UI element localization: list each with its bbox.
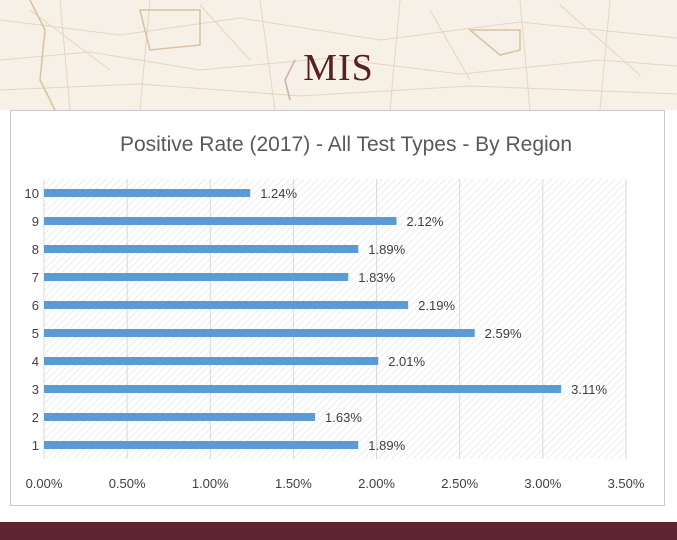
data-label: 1.83% xyxy=(358,270,395,285)
x-tick-label: 3.00% xyxy=(524,476,561,491)
category-label: 6 xyxy=(32,298,39,313)
category-label: 7 xyxy=(32,270,39,285)
category-label: 9 xyxy=(32,214,39,229)
bar-region-10 xyxy=(44,189,251,197)
footer-bar xyxy=(0,522,677,540)
category-label: 2 xyxy=(32,410,39,425)
slide-title: MIS xyxy=(303,47,374,89)
data-label: 3.11% xyxy=(571,382,607,397)
chart-title: Positive Rate (2017) - All Test Types - … xyxy=(120,133,572,156)
bar-region-2 xyxy=(44,413,316,421)
category-label: 3 xyxy=(32,382,39,397)
data-label: 2.12% xyxy=(407,214,444,229)
category-label: 1 xyxy=(32,438,39,453)
bar-chart: Positive Rate (2017) - All Test Types - … xyxy=(25,133,645,491)
data-label: 1.24% xyxy=(260,186,297,201)
bar-region-5 xyxy=(44,329,475,337)
data-label: 2.01% xyxy=(388,354,425,369)
x-tick-label: 1.50% xyxy=(275,476,312,491)
plot-area xyxy=(44,179,626,459)
data-label: 2.19% xyxy=(418,298,455,313)
x-tick-label: 0.00% xyxy=(26,476,63,491)
data-label: 1.89% xyxy=(368,438,405,453)
data-label: 1.89% xyxy=(368,242,405,257)
category-label: 8 xyxy=(32,242,39,257)
bar-region-4 xyxy=(44,357,379,365)
map-background xyxy=(0,0,677,110)
bar-region-8 xyxy=(44,245,359,253)
category-label: 5 xyxy=(32,326,39,341)
bar-region-1 xyxy=(44,441,359,449)
x-tick-label: 2.50% xyxy=(441,476,478,491)
x-tick-label: 1.00% xyxy=(192,476,229,491)
x-tick-label: 0.50% xyxy=(109,476,146,491)
bar-region-7 xyxy=(44,273,349,281)
bar-region-9 xyxy=(44,217,397,225)
x-tick-label: 2.00% xyxy=(358,476,395,491)
data-label: 1.63% xyxy=(325,410,362,425)
category-label: 10 xyxy=(25,186,39,201)
x-tick-label: 3.50% xyxy=(608,476,645,491)
bar-region-3 xyxy=(44,385,562,393)
chart-frame: Positive Rate (2017) - All Test Types - … xyxy=(10,110,665,506)
data-label: 2.59% xyxy=(485,326,522,341)
category-label: 4 xyxy=(32,354,39,369)
bar-region-6 xyxy=(44,301,409,309)
